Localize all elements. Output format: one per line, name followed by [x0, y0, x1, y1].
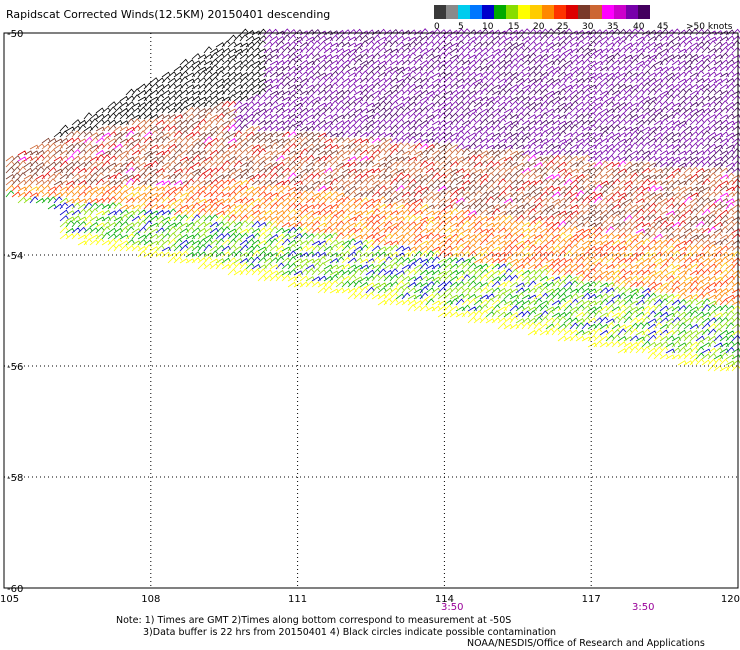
note-line-2: 3)Data buffer is 22 hrs from 20150401 4)…: [143, 626, 557, 638]
lat-tick-label: -56: [7, 362, 23, 373]
color-scale-label: 25: [557, 22, 569, 32]
credit: NOAA/NESDIS/Office of Research and Appli…: [467, 638, 705, 649]
color-scale-bar: [434, 5, 650, 19]
color-swatch: [542, 5, 554, 19]
wind-barb-group: [11, 178, 740, 306]
wind-barbs: [5, 28, 740, 372]
lon-tick-label: 120: [721, 594, 740, 605]
note-line-1: Note: 1) Times are GMT 2)Times along bot…: [116, 615, 512, 626]
color-swatch: [554, 5, 566, 19]
color-swatch: [566, 5, 578, 19]
color-scale-label: 40: [633, 22, 645, 32]
color-swatch: [602, 5, 614, 19]
wind-barb-group: [5, 180, 740, 306]
wind-speed-color-scale: 0 5 10 15 20 25 30 35 40 45 >50 knots: [434, 4, 740, 34]
color-scale-labels: 0 5 10 15 20 25 30 35 40 45 >50 knots: [434, 22, 740, 34]
lon-tick-label: 114: [435, 594, 454, 605]
wind-barb-group: [29, 196, 740, 354]
lat-tick-label: -50: [7, 29, 23, 40]
wind-barb-group: [17, 124, 735, 240]
color-scale-label: 15: [508, 22, 520, 32]
wind-barb-group: [233, 28, 740, 174]
color-swatch: [590, 5, 602, 19]
color-swatch: [638, 5, 650, 19]
color-swatch: [578, 5, 590, 19]
lat-tick-label: -60: [7, 584, 23, 595]
color-scale-label: 35: [607, 22, 619, 32]
time-label: 3:50: [441, 602, 463, 613]
lat-tick-label: -54: [7, 251, 23, 262]
color-swatch: [470, 5, 482, 19]
color-swatch: [494, 5, 506, 19]
wind-barb-group: [5, 190, 740, 360]
map-title: Rapidscat Corrected Winds(12.5KM) 201504…: [6, 8, 331, 21]
lon-tick-label: 111: [288, 594, 307, 605]
map-frame: [3, 32, 739, 589]
wind-barb-group: [239, 28, 740, 174]
wind-barb-group: [59, 210, 740, 372]
color-swatch: [458, 5, 470, 19]
lon-tick-label: 108: [141, 594, 160, 605]
color-swatch: [518, 5, 530, 19]
lon-tick-label: 105: [0, 594, 19, 605]
color-swatch: [446, 5, 458, 19]
color-swatch: [506, 5, 518, 19]
wind-barb-group: [29, 179, 740, 300]
color-scale-label: 20: [533, 22, 545, 32]
time-label: 3:50: [632, 602, 654, 613]
wind-barb-group: [17, 100, 740, 246]
color-scale-label: 0: [434, 22, 440, 32]
color-swatch: [434, 5, 446, 19]
color-swatch: [626, 5, 638, 19]
wind-barb-group: [17, 196, 740, 366]
color-scale-label: 5: [458, 22, 464, 32]
color-scale-label: 10: [482, 22, 494, 32]
color-swatch: [482, 5, 494, 19]
color-scale-label: 45: [657, 22, 669, 32]
wind-barb-group: [53, 28, 267, 138]
color-scale-label: 30: [582, 22, 594, 32]
lat-tick-label: -58: [7, 473, 23, 484]
color-scale-label: >50 knots: [686, 22, 733, 32]
color-swatch: [614, 5, 626, 19]
lon-tick-label: 117: [582, 594, 601, 605]
color-swatch: [530, 5, 542, 19]
wind-barb-group: [5, 106, 740, 252]
notes: Note: 1) Times are GMT 2)Times along bot…: [116, 615, 556, 638]
